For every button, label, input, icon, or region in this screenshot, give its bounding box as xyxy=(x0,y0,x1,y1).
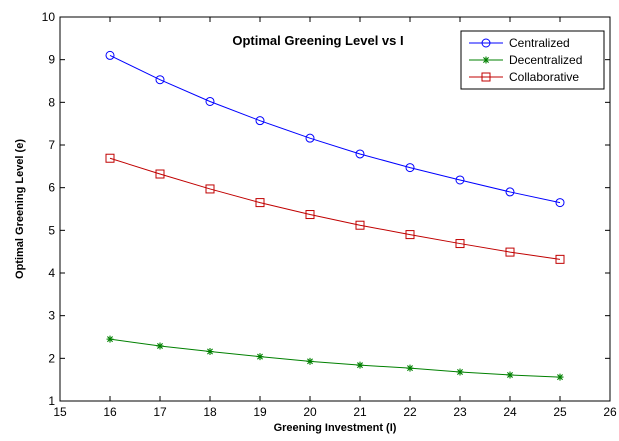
data-point-collaborative xyxy=(305,210,315,220)
x-tick-label: 15 xyxy=(53,405,67,419)
y-tick-label: 4 xyxy=(48,266,55,280)
legend: Centralized Decentralized Collaborative xyxy=(460,30,605,90)
y-tick-label: 6 xyxy=(48,181,55,195)
x-tick-label: 25 xyxy=(553,405,567,419)
series-line-collaborative xyxy=(109,157,561,260)
data-point-collaborative xyxy=(105,153,115,163)
data-point-collaborative xyxy=(205,184,215,194)
data-point-centralized xyxy=(105,50,115,60)
legend-marker-decentralized xyxy=(482,56,490,64)
y-tick-label: 3 xyxy=(48,309,55,323)
y-tick-label: 10 xyxy=(42,10,56,24)
x-tick-label: 18 xyxy=(203,405,217,419)
legend-item-collaborative: Collaborative xyxy=(469,70,579,84)
data-point-decentralized xyxy=(356,361,364,369)
legend-box xyxy=(460,30,605,90)
series-line-decentralized xyxy=(109,338,561,378)
y-tick-label: 7 xyxy=(48,138,55,152)
y-tick-label: 5 xyxy=(48,223,55,237)
series-centralized xyxy=(105,50,565,208)
x-tick-label: 20 xyxy=(303,405,317,419)
data-point-centralized xyxy=(205,96,215,106)
x-axis-label: Greening Investment (I) xyxy=(274,422,397,434)
data-point-collaborative xyxy=(155,169,165,179)
data-point-centralized xyxy=(405,163,415,173)
legend-item-decentralized: Decentralized xyxy=(469,53,582,67)
x-tick-label: 26 xyxy=(603,405,617,419)
y-tick-label: 2 xyxy=(48,351,55,365)
data-point-decentralized xyxy=(556,373,564,381)
data-point-centralized xyxy=(155,75,165,85)
y-tick-label: 9 xyxy=(48,53,55,67)
x-tick-label: 16 xyxy=(103,405,117,419)
data-point-decentralized xyxy=(156,342,164,350)
data-point-decentralized xyxy=(306,357,314,365)
legend-marker-collaborative xyxy=(481,72,491,82)
data-point-decentralized xyxy=(406,364,414,372)
series-line-centralized xyxy=(109,54,561,204)
data-point-centralized xyxy=(355,149,365,159)
data-point-collaborative xyxy=(555,254,565,264)
data-point-centralized xyxy=(555,198,565,208)
data-point-decentralized xyxy=(456,368,464,376)
x-tick-label: 21 xyxy=(353,405,367,419)
chart-title: Optimal Greening Level vs I xyxy=(232,33,403,48)
series-collaborative xyxy=(105,153,565,264)
legend-label-centralized: Centralized xyxy=(509,36,570,50)
y-tick-label: 1 xyxy=(48,394,55,408)
data-point-centralized xyxy=(255,116,265,126)
y-tick-label: 8 xyxy=(48,95,55,109)
y-axis-label: Optimal Greening Level (e) xyxy=(14,139,26,279)
data-point-collaborative xyxy=(505,247,515,257)
x-tick-label: 22 xyxy=(403,405,417,419)
data-point-collaborative xyxy=(405,230,415,240)
legend-label-collaborative: Collaborative xyxy=(509,70,579,84)
data-point-centralized xyxy=(455,175,465,185)
x-tick-label: 19 xyxy=(253,405,267,419)
legend-label-decentralized: Decentralized xyxy=(509,53,582,67)
data-point-collaborative xyxy=(455,239,465,249)
x-tick-label: 23 xyxy=(453,405,467,419)
series-layer xyxy=(105,50,565,381)
x-tick-label: 24 xyxy=(503,405,517,419)
legend-item-centralized: Centralized xyxy=(469,36,570,50)
series-decentralized xyxy=(106,335,564,381)
data-point-collaborative xyxy=(255,198,265,208)
data-point-centralized xyxy=(305,133,315,143)
legend-marker-centralized xyxy=(481,38,491,48)
data-point-decentralized xyxy=(506,371,514,379)
data-point-decentralized xyxy=(206,348,214,356)
data-point-collaborative xyxy=(355,220,365,230)
x-tick-label: 17 xyxy=(153,405,167,419)
data-point-decentralized xyxy=(256,353,264,361)
data-point-centralized xyxy=(505,187,515,197)
data-point-decentralized xyxy=(106,335,114,343)
legend-items: Centralized Decentralized Collaborative xyxy=(469,36,582,84)
